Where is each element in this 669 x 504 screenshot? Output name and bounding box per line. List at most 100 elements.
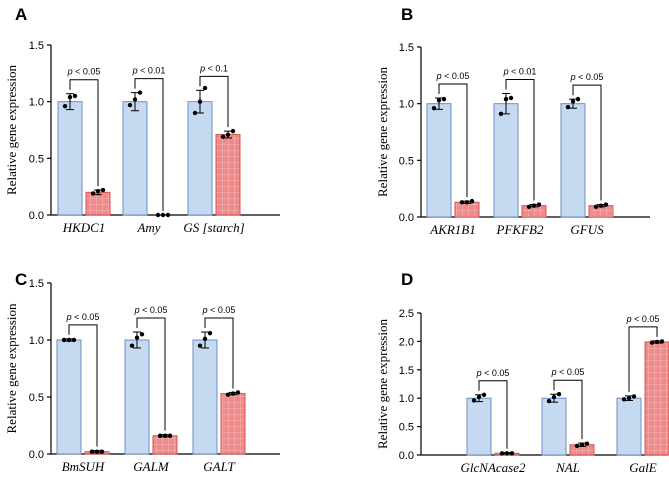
data-point xyxy=(165,212,171,218)
y-axis-label: Relative gene expression xyxy=(375,67,390,197)
significance-bracket xyxy=(628,326,658,392)
data-point xyxy=(431,106,437,111)
y-tick-label: 2.5 xyxy=(399,308,414,320)
significance-bracket xyxy=(69,79,99,187)
y-axis-label: Relative gene expression xyxy=(4,303,19,433)
bar-treated xyxy=(85,191,111,216)
data-point xyxy=(526,204,532,209)
data-point xyxy=(509,451,515,456)
data-point xyxy=(235,390,241,395)
data-point xyxy=(95,189,101,194)
data-point xyxy=(436,98,442,103)
bar-treated xyxy=(152,435,178,455)
x-category-label: BmSUH xyxy=(62,459,105,474)
bar-treated xyxy=(644,341,669,456)
data-point xyxy=(575,96,581,102)
panel-a: A Relative gene expression 0.0 0.5 1.0 1.5 p <… xyxy=(4,5,280,235)
bar-control xyxy=(122,101,148,216)
data-point xyxy=(603,202,609,207)
data-point xyxy=(155,212,161,218)
panel-letter: C xyxy=(15,270,27,289)
data-point xyxy=(129,343,135,348)
x-category-label: HKDC1 xyxy=(62,220,106,235)
p-value-label: p < 0.05 xyxy=(134,305,168,315)
data-point xyxy=(584,441,590,446)
data-point xyxy=(192,110,198,116)
data-point xyxy=(167,433,173,438)
data-point xyxy=(631,394,637,399)
data-point xyxy=(441,96,447,102)
bar-treated xyxy=(454,201,480,218)
x-category-label: GlcNAcase2 xyxy=(461,460,526,475)
p-value-label: p < 0.05 xyxy=(67,67,101,77)
data-point xyxy=(659,339,665,344)
significance-bracket xyxy=(136,317,166,431)
bar-treated xyxy=(220,393,246,455)
y-tick-label: 1.5 xyxy=(29,40,44,52)
data-point xyxy=(197,343,203,348)
y-axis-label: Relative gene expression xyxy=(375,319,390,449)
data-point xyxy=(137,90,143,95)
bar-control xyxy=(187,101,213,216)
data-point xyxy=(197,99,203,104)
y-axis-label: Relative gene expression xyxy=(4,65,19,195)
p-value-label: p < 0.05 xyxy=(626,314,660,324)
data-point xyxy=(61,337,67,343)
data-point xyxy=(139,332,145,337)
bar-control xyxy=(560,103,586,218)
significance-bracket xyxy=(505,78,535,201)
y-tick-label: 1.0 xyxy=(399,393,414,405)
y-tick-label: 1.0 xyxy=(29,335,44,347)
data-point xyxy=(132,97,138,102)
x-category-label: GFUS xyxy=(570,222,604,237)
p-value-label: p < 0.05 xyxy=(202,305,236,315)
data-point xyxy=(481,392,487,397)
data-point xyxy=(230,391,236,396)
significance-bracket xyxy=(572,84,602,201)
data-point xyxy=(464,200,470,205)
x-category-label: PFKFB2 xyxy=(496,222,544,237)
x-category-label: Amy xyxy=(136,220,160,235)
data-point xyxy=(71,337,77,343)
p-value-label: p < 0.01 xyxy=(503,66,537,76)
significance-bracket xyxy=(478,380,508,449)
bar-control xyxy=(616,397,642,456)
data-point xyxy=(570,99,576,104)
significance-bracket xyxy=(68,324,98,447)
bar-control xyxy=(56,339,82,455)
significance-bracket xyxy=(438,83,468,198)
panel-d: D Relative gene expression 0.0 0.5 1.0 1.5 2.0… xyxy=(375,270,669,475)
y-tick-label: 0.0 xyxy=(399,450,414,462)
panel-b: B Relative gene expression 0.0 0.5 1.0 1.5 p <… xyxy=(375,5,650,237)
y-tick-label: 2.0 xyxy=(399,336,414,348)
y-tick-label: 0.5 xyxy=(29,153,44,165)
data-point xyxy=(90,191,96,196)
p-value-label: p < 0.05 xyxy=(551,367,585,377)
data-point xyxy=(531,203,537,208)
panel-letter: B xyxy=(401,5,413,24)
bar-control xyxy=(541,397,567,456)
panel-letter: A xyxy=(15,5,27,24)
data-point xyxy=(565,104,571,110)
significance-bracket xyxy=(199,75,229,128)
x-category-label: GalE xyxy=(629,460,657,475)
p-value-label: p < 0.01 xyxy=(132,66,166,76)
data-point xyxy=(162,433,168,438)
data-point xyxy=(100,187,106,193)
data-point xyxy=(67,94,73,100)
y-tick-label: 1.0 xyxy=(29,97,44,109)
bar-control xyxy=(493,103,519,218)
bar-control xyxy=(466,397,492,456)
bar-treated xyxy=(215,134,241,216)
data-point xyxy=(503,96,509,102)
y-tick-label: 1.5 xyxy=(399,365,414,377)
data-point xyxy=(62,104,68,109)
data-point xyxy=(469,198,475,204)
y-tick-label: 1.0 xyxy=(399,99,414,111)
data-point xyxy=(551,394,557,400)
data-point xyxy=(598,203,604,208)
significance-bracket xyxy=(553,379,583,440)
data-point xyxy=(499,451,505,456)
x-category-label: GALT xyxy=(203,459,235,474)
x-category-label: AKR1B1 xyxy=(429,222,476,237)
